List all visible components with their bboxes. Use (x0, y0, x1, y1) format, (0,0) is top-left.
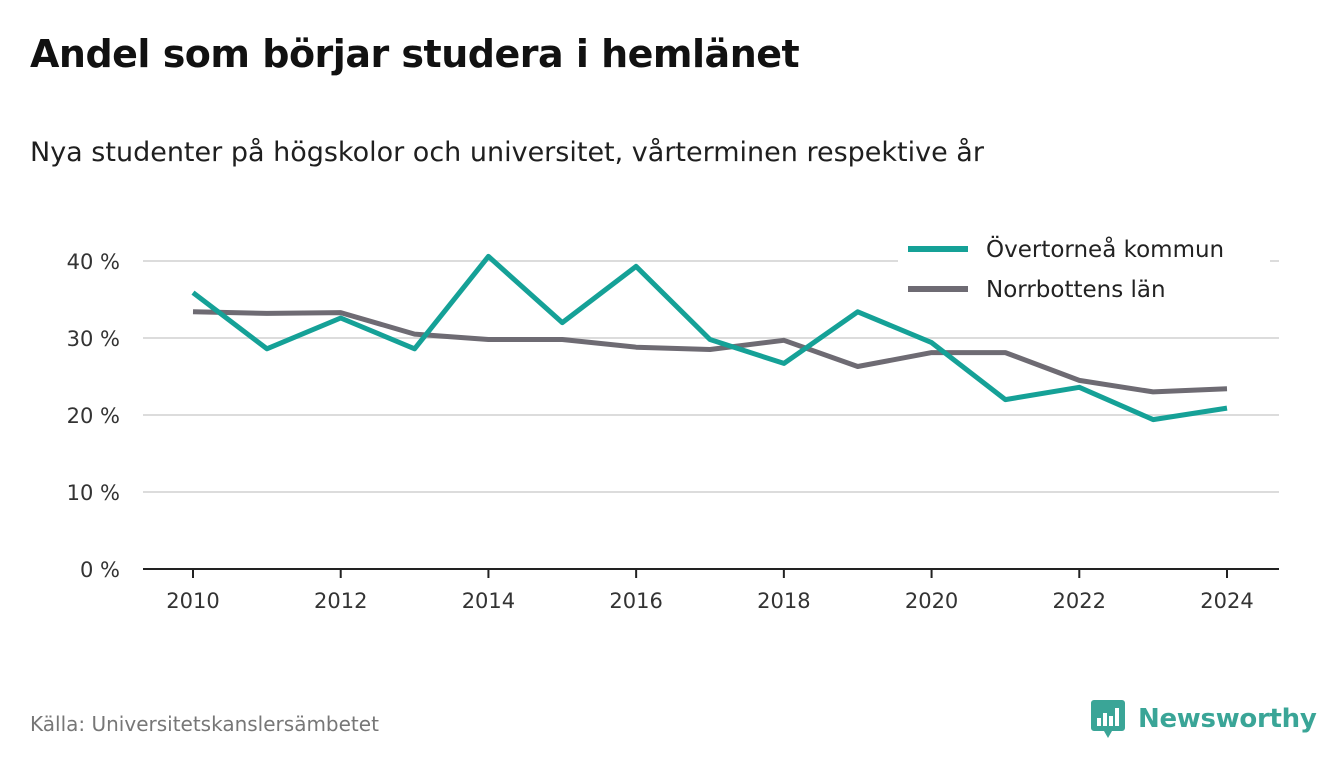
legend-label: Övertorneå kommun (986, 235, 1224, 263)
y-tick-label: 20 % (67, 404, 120, 428)
x-axis-ticks: 2010 2012 2014 2016 2018 2020 2022 2024 (166, 569, 1254, 613)
y-tick-label: 0 % (80, 558, 120, 582)
series-line (192, 309, 1228, 395)
source-note: Källa: Universitetskanslersämbetet (30, 712, 379, 736)
x-tick-label: 2018 (757, 589, 810, 613)
brand-logo: Newsworthy (1090, 698, 1317, 740)
legend-background (898, 230, 1270, 310)
x-tick-label: 2010 (166, 589, 219, 613)
y-axis-ticks: 0 % 10 % 20 % 30 % 40 % (67, 250, 120, 582)
y-tick-label: 10 % (67, 481, 120, 505)
x-tick-label: 2020 (905, 589, 958, 613)
legend-label: Norrbottens län (986, 277, 1166, 303)
x-tick-label: 2014 (462, 589, 515, 613)
series-line (191, 253, 1228, 423)
bar-chart-speech-bubble-icon (1091, 700, 1125, 738)
series-lines (191, 253, 1228, 423)
x-tick-label: 2022 (1053, 589, 1106, 613)
x-tick-label: 2024 (1200, 589, 1253, 613)
y-tick-label: 30 % (67, 327, 120, 351)
chart-title: Andel som börjar studera i hemlänet (30, 32, 800, 76)
y-tick-label: 40 % (67, 250, 120, 274)
x-tick-label: 2016 (609, 589, 662, 613)
brand-name: Newsworthy (1138, 704, 1317, 734)
x-tick-label: 2012 (314, 589, 367, 613)
legend: Övertorneå kommun Norrbottens län (898, 230, 1270, 310)
chart-subtitle: Nya studenter på högskolor och universit… (30, 137, 984, 168)
